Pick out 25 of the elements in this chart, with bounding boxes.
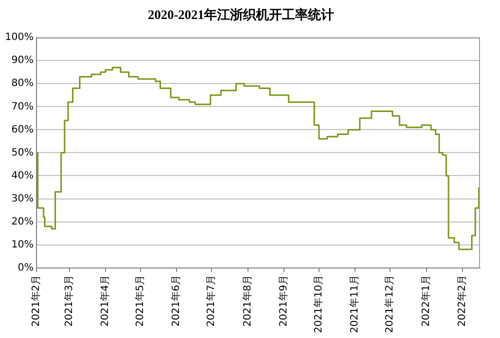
x-tick-label: 2021年10月 — [312, 274, 325, 334]
y-tick-label: 10% — [11, 239, 34, 250]
x-tick-label: 2021年9月 — [278, 274, 290, 327]
y-tick-label: 80% — [11, 78, 34, 90]
y-tick-label: 60% — [11, 124, 34, 136]
y-tick-label: 90% — [11, 55, 34, 66]
x-tick-label: 2021年5月 — [134, 274, 146, 327]
y-tick-label: 30% — [11, 193, 34, 204]
x-tick-label: 2021年11月 — [348, 274, 361, 334]
x-tick-label: 2021年7月 — [205, 274, 218, 327]
y-tick-label: 40% — [11, 170, 34, 182]
x-tick-label: 2021年6月 — [170, 274, 182, 327]
y-tick-label: 20% — [11, 216, 34, 228]
x-tick-label: 2022年2月 — [456, 274, 468, 327]
chart-title: 2020-2021年江浙织机开工率统计 — [148, 7, 334, 22]
y-tick-label: 0% — [18, 262, 34, 274]
x-tick-label: 2021年4月 — [99, 274, 112, 327]
y-tick-label: 100% — [4, 32, 34, 44]
x-tick-label: 2021年3月 — [62, 274, 75, 327]
y-tick-label: 70% — [11, 101, 34, 112]
x-tick-label: 2021年8月 — [241, 274, 254, 327]
x-tick-label: 2021年12月 — [384, 274, 396, 334]
x-tick-label: 2022年1月 — [420, 274, 432, 327]
x-tick-label: 2021年2月 — [30, 274, 42, 327]
y-tick-label: 50% — [11, 147, 34, 158]
